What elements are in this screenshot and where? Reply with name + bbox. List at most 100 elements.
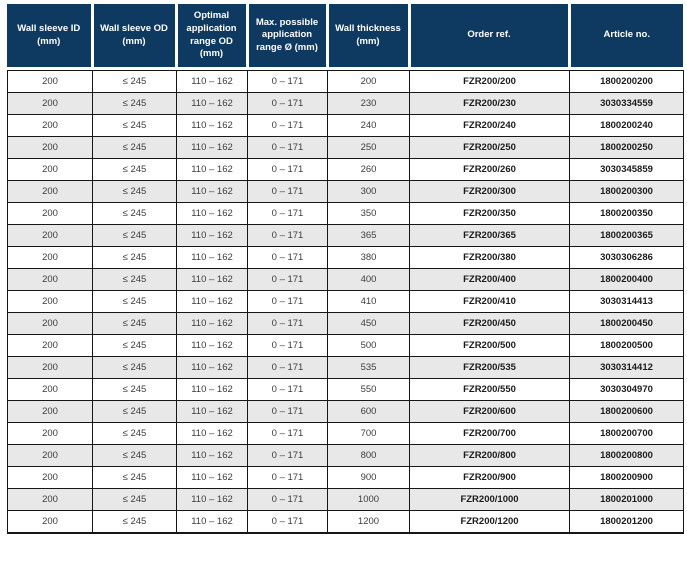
cell-wall-sleeve-od: ≤ 245 [92,136,177,159]
cell-max-possible-application-range: 0 – 171 [247,356,328,379]
cell-wall-sleeve-id: 200 [7,246,93,269]
cell-article-no: 3030314412 [569,356,684,379]
column-header-max-possible-application-range: Max. possible application range Ø (mm) [245,4,327,67]
cell-wall-sleeve-id: 200 [7,422,93,445]
cell-max-possible-application-range: 0 – 171 [247,268,328,291]
cell-wall-thickness: 800 [327,444,410,467]
cell-max-possible-application-range: 0 – 171 [247,202,328,225]
cell-wall-thickness: 500 [327,334,410,357]
table-row: 200 ≤ 245 110 – 162 0 – 171 800 FZR200/800 180… [7,444,684,467]
cell-wall-sleeve-id: 200 [7,312,93,335]
cell-order-ref: FZR200/300 [409,180,570,203]
cell-article-no: 1800200240 [569,114,684,137]
cell-wall-thickness: 700 [327,422,410,445]
table-row: 200 ≤ 245 110 – 162 0 – 171 260 FZR200/260 303… [7,158,684,181]
cell-wall-sleeve-id: 200 [7,444,93,467]
table-row: 200 ≤ 245 110 – 162 0 – 171 400 FZR200/400 180… [7,268,684,291]
cell-optimal-application-range-od: 110 – 162 [176,488,248,511]
cell-wall-sleeve-id: 200 [7,70,93,93]
cell-max-possible-application-range: 0 – 171 [247,400,328,423]
cell-optimal-application-range-od: 110 – 162 [176,202,248,225]
cell-wall-sleeve-od: ≤ 245 [92,444,177,467]
cell-article-no: 1800200250 [569,136,684,159]
table-row: 200 ≤ 245 110 – 162 0 – 171 250 FZR200/250 180… [7,136,684,159]
cell-max-possible-application-range: 0 – 171 [247,488,328,511]
cell-wall-sleeve-od: ≤ 245 [92,510,177,534]
cell-wall-sleeve-od: ≤ 245 [92,180,177,203]
cell-order-ref: FZR200/365 [409,224,570,247]
cell-wall-thickness: 1200 [327,510,410,534]
column-header-optimal-application-range-od: Optimal application range OD (mm) [174,4,247,67]
cell-max-possible-application-range: 0 – 171 [247,290,328,313]
column-header-article-no: Article no. [567,4,683,67]
cell-wall-sleeve-od: ≤ 245 [92,356,177,379]
cell-wall-thickness: 600 [327,400,410,423]
cell-max-possible-application-range: 0 – 171 [247,510,328,534]
table-row: 200 ≤ 245 110 – 162 0 – 171 230 FZR200/230 303… [7,92,684,115]
cell-article-no: 1800200400 [569,268,684,291]
cell-article-no: 1800200300 [569,180,684,203]
cell-article-no: 1800200800 [569,444,684,467]
cell-wall-sleeve-od: ≤ 245 [92,224,177,247]
cell-wall-sleeve-od: ≤ 245 [92,312,177,335]
cell-order-ref: FZR200/380 [409,246,570,269]
cell-wall-sleeve-id: 200 [7,180,93,203]
cell-article-no: 1800200600 [569,400,684,423]
table-row: 200 ≤ 245 110 – 162 0 – 171 1200 FZR200/1200 1… [7,510,684,534]
cell-wall-thickness: 380 [327,246,410,269]
cell-wall-thickness: 900 [327,466,410,489]
cell-wall-sleeve-od: ≤ 245 [92,202,177,225]
cell-wall-thickness: 410 [327,290,410,313]
table-row: 200 ≤ 245 110 – 162 0 – 171 365 FZR200/365 180… [7,224,684,247]
cell-article-no: 1800201000 [569,488,684,511]
cell-max-possible-application-range: 0 – 171 [247,334,328,357]
cell-order-ref: FZR200/250 [409,136,570,159]
cell-wall-sleeve-od: ≤ 245 [92,400,177,423]
cell-optimal-application-range-od: 110 – 162 [176,246,248,269]
cell-wall-sleeve-id: 200 [7,268,93,291]
table-row: 200 ≤ 245 110 – 162 0 – 171 240 FZR200/240 180… [7,114,684,137]
cell-wall-sleeve-id: 200 [7,202,93,225]
cell-order-ref: FZR200/550 [409,378,570,401]
cell-article-no: 1800200450 [569,312,684,335]
cell-wall-sleeve-id: 200 [7,136,93,159]
cell-order-ref: FZR200/700 [409,422,570,445]
spec-table-rows: 200 ≤ 245 110 – 162 0 – 171 200 FZR200/200 180… [7,70,684,534]
cell-wall-sleeve-id: 200 [7,488,93,511]
table-row: 200 ≤ 245 110 – 162 0 – 171 550 FZR200/550 303… [7,378,684,401]
cell-wall-thickness: 240 [327,114,410,137]
table-row: 200 ≤ 245 110 – 162 0 – 171 410 FZR200/410 303… [7,290,684,313]
cell-wall-thickness: 200 [327,70,410,93]
cell-order-ref: FZR200/450 [409,312,570,335]
column-header-wall-thickness: Wall thickness (mm) [325,4,409,67]
cell-order-ref: FZR200/900 [409,466,570,489]
cell-order-ref: FZR200/600 [409,400,570,423]
cell-order-ref: FZR200/410 [409,290,570,313]
cell-wall-sleeve-od: ≤ 245 [92,158,177,181]
column-header-order-ref: Order ref. [407,4,569,67]
table-row: 200 ≤ 245 110 – 162 0 – 171 1000 FZR200/1000 1… [7,488,684,511]
cell-wall-sleeve-id: 200 [7,114,93,137]
column-header-wall-sleeve-id: Wall sleeve ID (mm) [7,4,92,67]
table-row: 200 ≤ 245 110 – 162 0 – 171 535 FZR200/535 303… [7,356,684,379]
cell-article-no: 3030345859 [569,158,684,181]
cell-optimal-application-range-od: 110 – 162 [176,334,248,357]
table-row: 200 ≤ 245 110 – 162 0 – 171 900 FZR200/900 180… [7,466,684,489]
cell-optimal-application-range-od: 110 – 162 [176,136,248,159]
cell-max-possible-application-range: 0 – 171 [247,246,328,269]
cell-order-ref: FZR200/350 [409,202,570,225]
cell-wall-sleeve-id: 200 [7,224,93,247]
cell-wall-thickness: 535 [327,356,410,379]
table-row: 200 ≤ 245 110 – 162 0 – 171 450 FZR200/450 180… [7,312,684,335]
cell-order-ref: FZR200/400 [409,268,570,291]
cell-order-ref: FZR200/1200 [409,510,570,534]
cell-optimal-application-range-od: 110 – 162 [176,378,248,401]
cell-wall-thickness: 300 [327,180,410,203]
cell-article-no: 1800200365 [569,224,684,247]
cell-wall-thickness: 550 [327,378,410,401]
cell-wall-thickness: 350 [327,202,410,225]
cell-article-no: 1800201200 [569,510,684,534]
cell-max-possible-application-range: 0 – 171 [247,224,328,247]
cell-wall-sleeve-id: 200 [7,378,93,401]
cell-wall-thickness: 230 [327,92,410,115]
